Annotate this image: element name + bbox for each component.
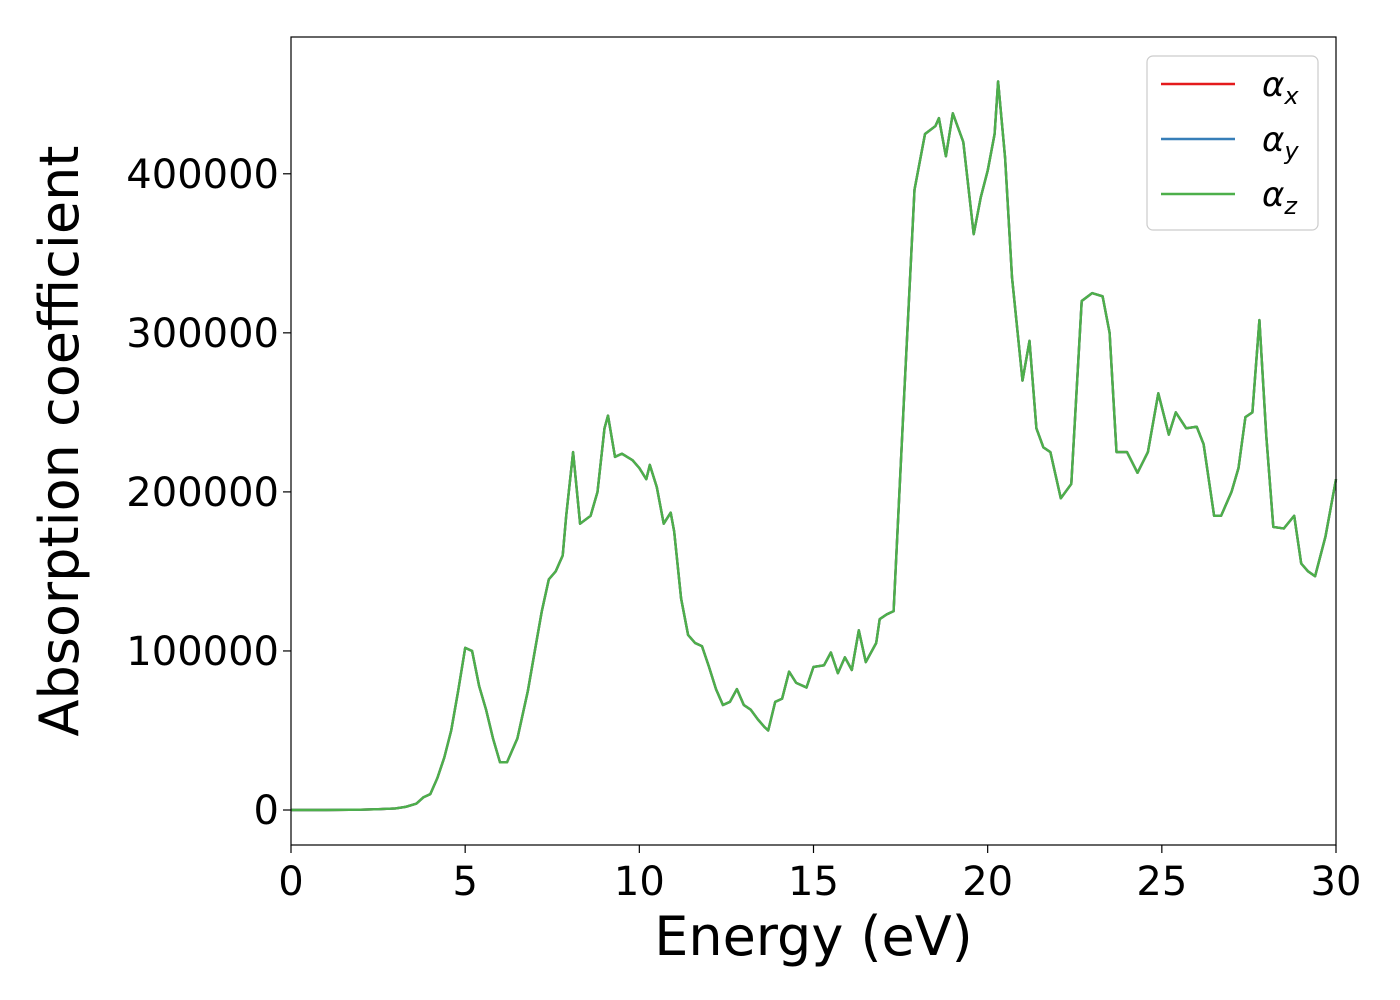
legend-box: [1146, 55, 1319, 231]
legend-label-base: α: [1262, 175, 1284, 215]
legend-label: αy: [1262, 120, 1299, 165]
plot-area: [290, 36, 1338, 846]
x-tick-label: 20: [962, 859, 1013, 905]
y-axis-title: Absorption coefficient: [28, 146, 91, 737]
legend-label: αz: [1262, 175, 1298, 220]
legend-label-base: α: [1262, 120, 1284, 160]
series-line-z: [291, 80, 1338, 812]
y-tick-label: 300000: [126, 311, 279, 357]
y-axis-ticks: 0 100000 200000 300000 400000: [126, 152, 291, 834]
x-tick-label: 30: [1311, 859, 1362, 905]
legend-label: αx: [1262, 65, 1299, 110]
x-tick-label: 10: [614, 859, 665, 905]
x-tick-label: 0: [278, 859, 303, 905]
y-tick-label: 400000: [126, 152, 279, 198]
series-layer: [291, 80, 1338, 812]
y-tick-label: 100000: [126, 629, 279, 675]
legend-label-sub: y: [1283, 137, 1299, 165]
x-axis-ticks: 0 5 10 15 20 25 30: [278, 845, 1361, 905]
legend-label-sub: x: [1283, 82, 1299, 110]
legend-label-base: α: [1262, 65, 1284, 105]
y-tick-label: 200000: [126, 470, 279, 516]
legend-label-sub: z: [1283, 192, 1298, 220]
x-axis-title: Energy (eV): [654, 905, 973, 968]
y-tick-label: 0: [254, 788, 279, 834]
x-tick-label: 25: [1136, 859, 1187, 905]
x-tick-label: 5: [452, 859, 477, 905]
x-tick-label: 15: [788, 859, 839, 905]
